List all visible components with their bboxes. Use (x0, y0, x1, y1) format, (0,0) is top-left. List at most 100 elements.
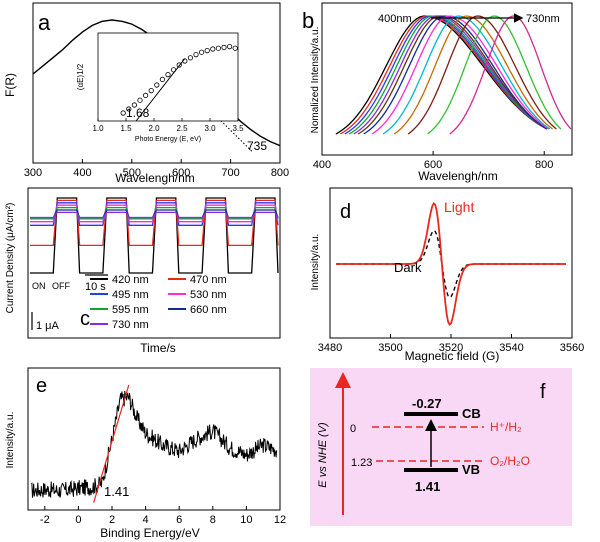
light-epr-curve (336, 201, 566, 327)
panel-c: Current Density (μA/cm²) ON OFF 10 s 1 μ… (5, 187, 281, 355)
on-label: ON (32, 281, 46, 291)
inset-xtick-label: 1.0 (92, 124, 104, 133)
inset-xtick-label: 2.5 (176, 124, 188, 133)
panel-a-annotation: 735 (247, 139, 267, 153)
panel-f: f E vs NHE (V) 0 1.23 -0.27 CB 1.41 VB H… (310, 368, 572, 526)
panel-e-xtick-label: 12 (274, 514, 286, 526)
legend-label: 420 nm (112, 274, 149, 286)
panel-b-xtick-label: 800 (535, 159, 553, 171)
panel-d-xtick-label: 3500 (378, 342, 402, 354)
emission-curve (344, 15, 548, 135)
panel-d-xtick-label: 3540 (499, 342, 523, 354)
panel-c-legend: 420 nm 470 nm 495 nm 530 nm 595 nm 660 nm 730 … (90, 274, 227, 331)
inset-point (232, 45, 238, 51)
panel-d: d Intensity/a.u. 3480 3500 3520 3540 3560 Ma… (310, 187, 584, 363)
panel-e-xlabel: Binding Energy/eV (100, 526, 199, 540)
emission-curve (363, 15, 548, 135)
panel-d-xticks: 3480 3500 3520 3540 3560 (318, 334, 584, 354)
inset-point (159, 76, 165, 83)
panel-f-background (310, 368, 572, 526)
legend-label: 470 nm (190, 274, 227, 286)
panel-e-curve (31, 390, 278, 498)
cb-label: CB (462, 406, 481, 421)
panel-c-traces (30, 197, 279, 274)
panel-e-xtick-label: 0 (75, 514, 81, 526)
inset-xlabel: Photo Energy (E, eV) (135, 136, 201, 143)
panel-a-tangent (200, 100, 254, 153)
tick-123: 1.23 (351, 457, 372, 469)
panel-d-xtick-label: 3480 (318, 342, 342, 354)
panel-d-xtick-label: 3560 (560, 342, 584, 354)
panel-e-ylabel: Intensity/a.u. (5, 412, 16, 469)
time-scale-label: 10 s (85, 281, 106, 293)
inset-point (215, 45, 221, 51)
panel-a-xtick-label: 500 (123, 167, 141, 179)
inset-xtick-label: 1.5 (120, 124, 132, 133)
emission-curve (335, 15, 548, 135)
inset-xtick-label: 3.0 (204, 124, 216, 133)
emission-curve (449, 15, 572, 135)
panel-a-xlabel: Wavelengh/nm (115, 171, 195, 185)
panel-c-xlabel: Time/s (140, 341, 176, 355)
panel-e: e Intensity/a.u. -2 0 2 4 6 8 10 12 Binding Ene… (5, 367, 286, 540)
panel-a-xtick-label: 600 (172, 167, 190, 179)
panel-f-letter: f (540, 381, 546, 403)
inset-point (165, 72, 171, 78)
panel-b-xtick-label: 600 (424, 159, 442, 171)
vb-value: 1.41 (415, 479, 440, 494)
panel-f-ylabel: E vs NHE (V) (317, 422, 329, 488)
inset-point (148, 88, 154, 94)
inset-point (143, 92, 149, 99)
panel-e-xtick-label: 2 (109, 514, 115, 526)
panel-b-frame (321, 2, 573, 156)
emission-curve (427, 15, 562, 135)
emission-curve (407, 15, 557, 135)
panel-b-xticks: 400 600 800 (313, 151, 553, 171)
panel-d-xlabel: Magnetic field (G) (405, 349, 500, 363)
inset-annotation: 1.68 (126, 106, 150, 120)
panel-b-letter: b (302, 8, 314, 33)
legend-label: 660 nm (190, 304, 227, 316)
o2-redox-label: O₂/H₂O (490, 454, 530, 468)
emission-curve (357, 15, 548, 135)
panel-b-ylabel: Nomalized Intensity/a.u. (310, 27, 321, 134)
panel-d-xtick-label: 3520 (439, 342, 463, 354)
light-label: Light (444, 199, 474, 215)
vb-label: VB (462, 462, 480, 477)
panel-e-letter: e (36, 375, 47, 397)
inset-point (221, 44, 227, 51)
panel-b-arrow-end: 730nm (526, 13, 560, 25)
inset-point (210, 46, 216, 52)
panel-a-xticks: 300 400 500 600 700 800 (24, 159, 289, 179)
panel-e-xtick-label: -2 (40, 514, 50, 526)
dark-label: Dark (394, 260, 422, 275)
inset-point (199, 49, 205, 55)
inset-point (187, 55, 193, 61)
legend-label: 495 nm (112, 289, 149, 301)
inset-point (176, 62, 182, 68)
panel-c-frame (27, 187, 281, 339)
emission-curve (382, 15, 551, 135)
panel-a: a F(R) 300 400 500 600 700 800 Wavelengh/nm 7… (3, 2, 289, 185)
off-label: OFF (52, 281, 70, 291)
h2-redox-label: H⁺/H₂ (490, 420, 522, 434)
inset-ylabel: (αE)1/2 (76, 63, 85, 90)
cb-value: -0.27 (412, 396, 442, 411)
panel-e-xticks: -2 0 2 4 6 8 10 12 (40, 506, 286, 526)
inset-point (120, 110, 126, 116)
panel-a-frame (32, 2, 281, 164)
panel-c-ylabel: Current Density (μA/cm²) (5, 203, 16, 314)
panel-e-xtick-label: 4 (143, 514, 149, 526)
panel-b-curves (335, 15, 572, 135)
inset-point (131, 102, 137, 108)
panel-e-xtick-label: 10 (240, 514, 252, 526)
inset-point (204, 47, 210, 54)
panel-a-inset: (αE)1/2 1.0 1.5 2.0 2.5 3.0 3.5 Photo Energy … (76, 32, 244, 143)
inset-tangent (135, 58, 186, 122)
panel-b: b Nomalized Intensity/a.u. 400 600 800 Wav… (302, 2, 573, 183)
inset-xticks: 1.0 1.5 2.0 2.5 3.0 3.5 (92, 118, 244, 133)
panel-b-xtick-label: 400 (313, 159, 331, 171)
emission-curve (348, 15, 548, 135)
inset-point (154, 82, 160, 88)
